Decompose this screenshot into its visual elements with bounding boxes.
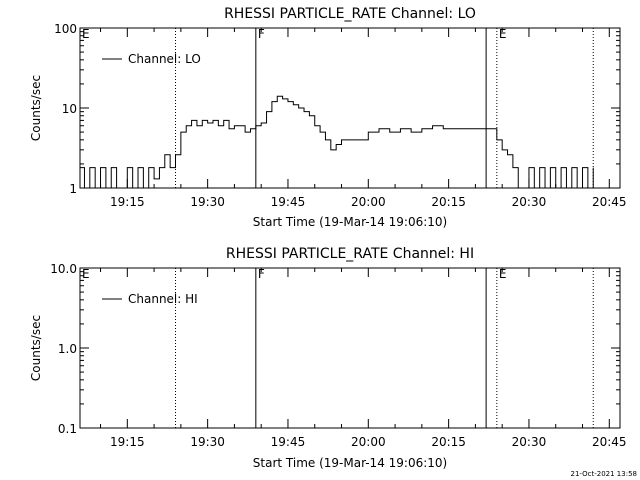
x-tick-label-lo: 19:15	[110, 195, 145, 209]
x-tick-label-lo: 20:45	[592, 195, 627, 209]
y-tick-label-lo: 100	[54, 22, 77, 36]
x-tick-label-hi: 20:45	[592, 435, 627, 449]
y-axis-label-lo: Counts/sec	[29, 75, 43, 141]
y-tick-label-hi: 0.1	[58, 422, 77, 436]
y-axis-label-hi: Counts/sec	[29, 315, 43, 381]
chart-title-lo: RHESSI PARTICLE_RATE Channel: LO	[224, 6, 476, 22]
event-marker-label: E	[82, 27, 90, 41]
x-tick-label-hi: 20:00	[351, 435, 386, 449]
x-tick-label-lo: 19:45	[271, 195, 306, 209]
y-tick-label-hi: 10.0	[50, 262, 77, 276]
event-marker-label: E	[499, 27, 507, 41]
x-tick-label-lo: 20:00	[351, 195, 386, 209]
chart-title-hi: RHESSI PARTICLE_RATE Channel: HI	[226, 246, 474, 262]
x-axis-label-lo: Start Time (19-Mar-14 19:06:10)	[253, 215, 447, 229]
data-series-lo	[80, 95, 594, 189]
legend-label-lo: Channel: LO	[128, 52, 201, 66]
event-marker-label: F	[258, 27, 265, 41]
x-axis-label-hi: Start Time (19-Mar-14 19:06:10)	[253, 456, 447, 470]
x-tick-label-hi: 19:15	[110, 435, 145, 449]
event-marker-label: E	[82, 267, 90, 281]
event-marker-label: F	[258, 267, 265, 281]
legend-label-hi: Channel: HI	[128, 292, 198, 306]
y-tick-label-hi: 1.0	[58, 342, 77, 356]
x-tick-label-lo: 20:15	[431, 195, 466, 209]
x-tick-label-lo: 19:30	[190, 195, 225, 209]
x-tick-label-hi: 19:45	[271, 435, 306, 449]
event-marker-label: E	[499, 267, 507, 281]
y-tick-label-lo: 1	[69, 182, 77, 196]
plot-timestamp: 21-Oct-2021 13:58	[571, 470, 637, 478]
x-tick-label-lo: 20:30	[512, 195, 547, 209]
y-tick-label-lo: 10	[62, 102, 77, 116]
x-tick-label-hi: 19:30	[190, 435, 225, 449]
x-tick-label-hi: 20:15	[431, 435, 466, 449]
x-tick-label-hi: 20:30	[512, 435, 547, 449]
